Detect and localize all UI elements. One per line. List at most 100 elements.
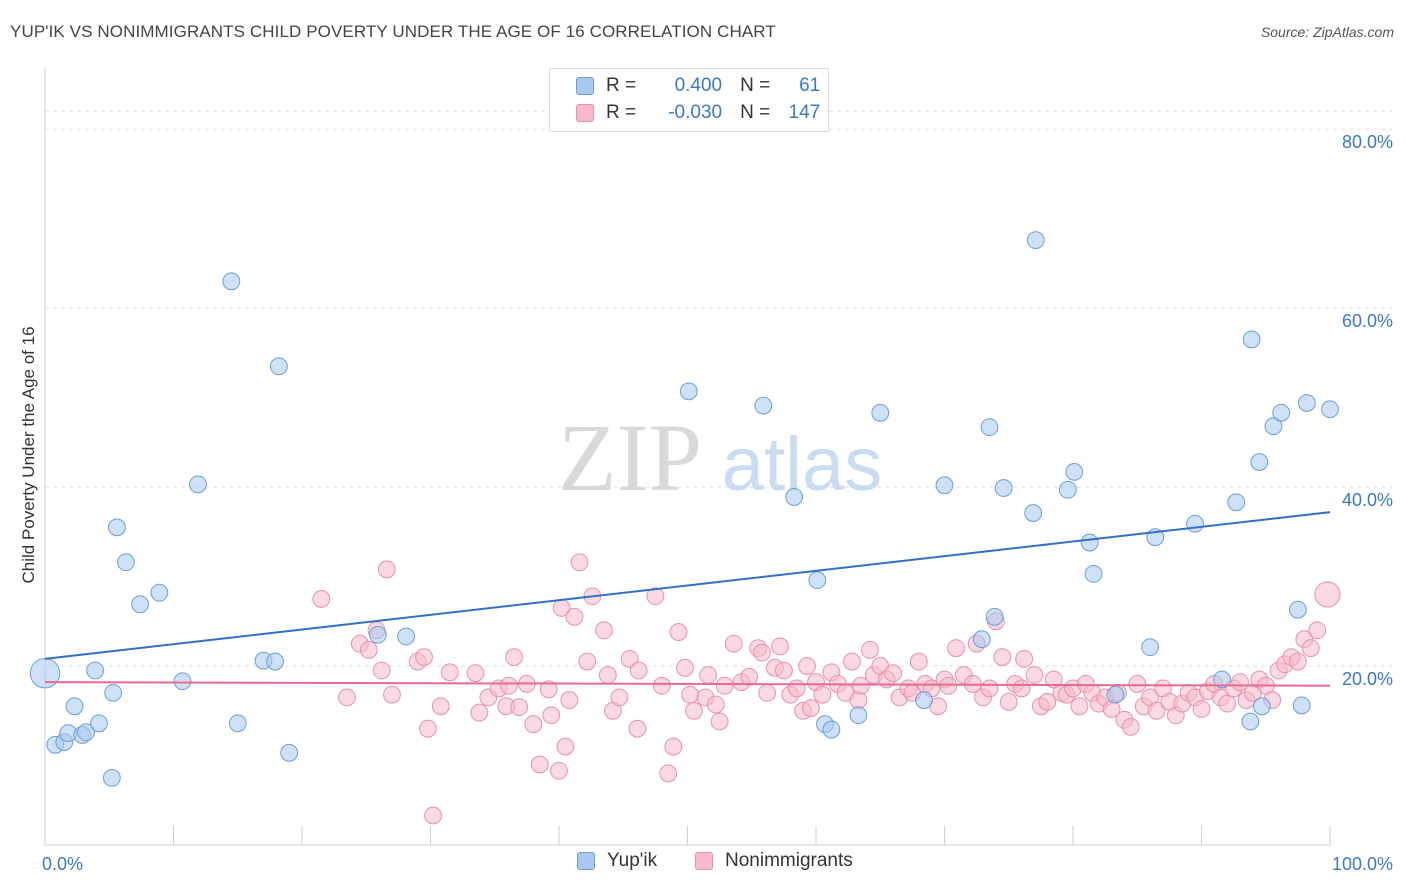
axis-labels: 20.0% 40.0% 60.0% 80.0% 0.0% 100.0% Child Pove… — [19, 132, 1393, 874]
nonimmigrants-point — [312, 590, 331, 608]
nonimmigrants-point — [1015, 649, 1034, 668]
yupik-point — [280, 743, 299, 762]
x-tick-label: 0.0% — [42, 854, 83, 874]
yupik-point — [1141, 638, 1159, 657]
nonimmigrants-point — [524, 715, 543, 734]
yupik-point — [679, 382, 698, 401]
yupik-point — [1252, 697, 1271, 716]
yupik-point — [1272, 403, 1291, 422]
nonimmigrants-point — [470, 703, 489, 722]
yupik-point — [808, 571, 827, 590]
nonimmigrants-point — [724, 634, 743, 653]
legend-r-value: 0.400 — [674, 75, 723, 96]
nonimmigrants-point — [947, 639, 965, 658]
yupik-point — [849, 706, 868, 725]
nonimmigrants-point — [706, 695, 725, 714]
nonimmigrants-point — [999, 692, 1018, 711]
nonimmigrants-point — [861, 641, 879, 659]
yupik-point — [1213, 670, 1231, 689]
nonimmigrants-point — [659, 764, 678, 783]
nonimmigrants-point — [801, 699, 820, 717]
y-tick-label: 60.0% — [1342, 311, 1393, 331]
nonimmigrants-point — [560, 691, 579, 709]
nonimmigrants-point — [685, 701, 703, 720]
yupik-point — [397, 627, 415, 646]
nonimmigrants-point — [710, 712, 729, 731]
nonimmigrants-point — [664, 737, 683, 756]
nonimmigrants-point — [669, 623, 688, 641]
nonimmigrants-point — [466, 664, 485, 683]
nonimmigrants-point — [681, 685, 699, 704]
yupik-point — [86, 661, 105, 680]
legend-swatch-yupik — [576, 77, 594, 95]
nonimmigrants-point — [787, 679, 806, 698]
nonimmigrants-point — [629, 661, 648, 680]
nonimmigrants-point — [578, 652, 597, 671]
yupik-point — [1026, 231, 1045, 250]
legend-row-nonimmigrants: R = -0.030 N = 147 — [576, 101, 820, 125]
yupik-point — [269, 357, 288, 376]
nonimmigrants-point — [510, 698, 529, 717]
nonimmigrants-point — [505, 648, 523, 666]
nonimmigrants-point — [1128, 675, 1147, 693]
nonimmigrants-point — [758, 683, 777, 702]
nonimmigrants-point — [1301, 639, 1320, 658]
nonimmigrants-point — [595, 621, 613, 640]
yupik-point — [1080, 533, 1099, 552]
yupik-point — [1024, 504, 1043, 522]
yupik-point — [1288, 600, 1307, 619]
nonimmigrants-point — [939, 676, 958, 695]
nonimmigrants-point — [539, 680, 558, 699]
nonimmigrants-point — [415, 648, 433, 666]
nonimmigrants-point — [556, 737, 575, 756]
nonimmigrants-point — [550, 761, 568, 780]
legend-item-yupik: Yup'ik — [577, 850, 657, 872]
legend-swatch-nonimmigrants — [576, 104, 594, 122]
yupik-point — [266, 652, 284, 671]
nonimmigrants-point — [1288, 652, 1307, 671]
y-tick-label: 20.0% — [1342, 669, 1393, 689]
nonimmigrants-point — [565, 607, 584, 626]
yupik-point — [108, 518, 126, 537]
legend-item-nonimmigrants: Nonimmigrants — [695, 850, 853, 872]
yupik-point — [1297, 394, 1316, 412]
nonimmigrants-point — [1044, 670, 1063, 689]
yupik-point — [754, 396, 773, 415]
yupik-point — [1292, 696, 1311, 715]
yupik-point — [1065, 462, 1084, 481]
legend-n-label: N = — [740, 102, 771, 123]
nonimmigrants-point — [338, 688, 356, 707]
nonimmigrants-point — [377, 560, 396, 579]
nonimmigrants-point — [383, 685, 401, 704]
axes — [44, 68, 1331, 846]
yupik-trend-line — [44, 511, 1331, 660]
nonimmigrants-point — [771, 637, 789, 656]
yupik-point — [785, 488, 804, 506]
source-label: Source: ZipAtlas.com — [1260, 24, 1394, 40]
nonimmigrants-point — [980, 679, 999, 698]
yupik-point — [189, 475, 207, 494]
yupik-point — [822, 720, 841, 739]
nonimmigrants-point — [598, 666, 617, 684]
nonimmigrants-point — [431, 697, 450, 716]
nonimmigrants-point — [699, 666, 717, 684]
yupik-point — [1321, 400, 1339, 419]
nonimmigrants-point — [1308, 621, 1327, 640]
yupik-point — [104, 683, 123, 702]
nonimmigrants-point — [993, 648, 1012, 666]
yupik-point — [1106, 685, 1125, 704]
yupik-point — [368, 625, 387, 644]
watermark-zip: ZIP — [558, 404, 702, 511]
yupik-point — [117, 553, 135, 572]
nonimmigrants-point — [1314, 581, 1341, 608]
legend-r-label: R = — [606, 102, 637, 123]
nonimmigrants-point — [843, 652, 861, 671]
nonimmigrants-point — [628, 719, 647, 738]
nonimmigrants-point — [1025, 666, 1044, 684]
nonimmigrants-point — [1218, 694, 1237, 713]
nonimmigrants-point — [798, 657, 816, 675]
yupik-point — [915, 691, 933, 709]
nonimmigrants-point — [359, 641, 378, 659]
yupik-point — [150, 583, 169, 602]
